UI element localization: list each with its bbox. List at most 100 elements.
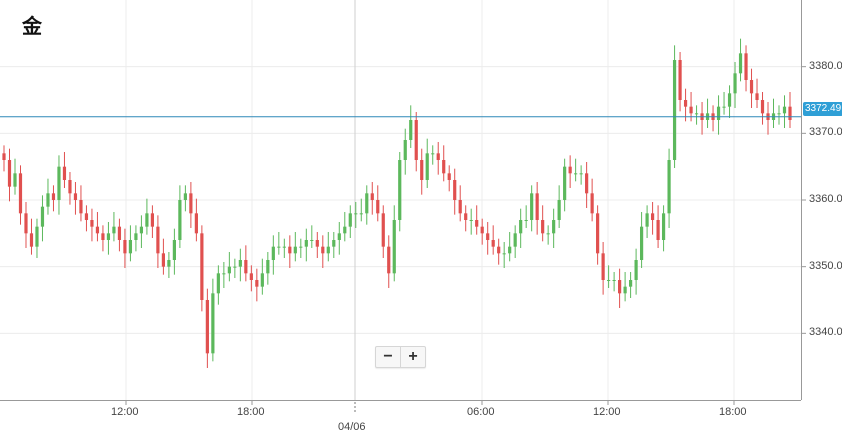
- candle-body: [183, 193, 187, 200]
- zoom-in-button[interactable]: +: [400, 347, 425, 367]
- candle-body: [332, 240, 336, 247]
- candle-body: [689, 106, 693, 114]
- date-marker-label: 04/06: [338, 421, 366, 433]
- candle-body: [634, 260, 638, 280]
- candle-body: [596, 213, 600, 254]
- candle-body: [299, 246, 303, 248]
- candle-body: [35, 226, 39, 247]
- candle-body: [40, 206, 45, 227]
- candle-body: [249, 273, 253, 280]
- candle-body: [661, 213, 666, 240]
- candle-body: [552, 220, 556, 234]
- candle-body: [480, 226, 484, 234]
- candle-body: [788, 106, 792, 120]
- candle-body: [101, 233, 105, 240]
- candle-body: [266, 260, 270, 274]
- candle-body: [694, 113, 699, 115]
- y-tick-label: 3370.00: [809, 126, 842, 139]
- candle-body: [716, 106, 721, 120]
- candle-body: [24, 213, 28, 234]
- candle-body: [167, 260, 171, 267]
- candle-body: [535, 193, 539, 220]
- candle-body: [304, 240, 308, 247]
- candle-body: [293, 246, 297, 254]
- candle-body: [381, 213, 385, 247]
- candle-body: [117, 226, 122, 240]
- candle-body: [727, 93, 732, 107]
- candle-body: [667, 160, 671, 214]
- candle-body: [738, 53, 743, 74]
- candle-body: [112, 226, 116, 234]
- candle-body: [282, 246, 286, 248]
- candle-body: [29, 233, 34, 247]
- candle-body: [244, 260, 248, 274]
- candle-body: [57, 166, 61, 200]
- candle-body: [189, 193, 193, 214]
- candle-body: [475, 220, 479, 227]
- candle-body: [18, 173, 23, 214]
- candle-body: [139, 226, 144, 234]
- candle-body: [337, 233, 341, 240]
- candle-body: [755, 93, 759, 100]
- candle-body: [502, 253, 506, 255]
- candle-body: [453, 180, 457, 200]
- candle-body: [145, 213, 149, 227]
- candle-body: [227, 266, 231, 274]
- chart-title: 金: [22, 16, 42, 38]
- candle-body: [546, 233, 550, 235]
- candle-body: [200, 233, 204, 300]
- candle-body: [233, 266, 237, 268]
- candle-body: [650, 213, 655, 220]
- candle-body: [431, 153, 435, 155]
- candle-body: [156, 226, 160, 254]
- candle-body: [579, 173, 583, 175]
- candle-body: [95, 226, 100, 234]
- candle-body: [683, 100, 688, 107]
- candle-body: [161, 253, 165, 267]
- current-price-tag: 3372.49: [803, 102, 842, 116]
- candle-body: [678, 60, 682, 100]
- candle-body: [310, 240, 314, 241]
- candle-body: [447, 173, 451, 180]
- candle-body: [568, 166, 572, 174]
- candle-body: [238, 260, 242, 267]
- candle-body: [486, 233, 490, 240]
- y-tick-label: 3380.00: [809, 59, 842, 72]
- candle-body: [359, 213, 363, 215]
- candle-body: [563, 166, 567, 200]
- candle-body: [326, 246, 330, 254]
- candle-body: [497, 246, 501, 254]
- x-tick-label: 12:00: [111, 406, 139, 418]
- x-tick-label: 18:00: [237, 406, 265, 418]
- candle-body: [524, 220, 528, 221]
- candle-body: [128, 240, 133, 254]
- candle-body: [73, 193, 78, 200]
- candle-body: [387, 246, 391, 274]
- candle-body: [491, 240, 495, 247]
- candle-body: [513, 233, 517, 247]
- x-tick-label: 12:00: [593, 406, 621, 418]
- candle-body: [618, 280, 622, 294]
- candle-body: [414, 120, 418, 160]
- candle-body: [90, 220, 94, 227]
- candle-body: [370, 193, 374, 200]
- candle-body: [123, 240, 127, 254]
- y-tick-label: 3350.00: [809, 259, 842, 272]
- y-tick-label: 3360.00: [809, 193, 842, 205]
- candle-body: [590, 193, 594, 214]
- candle-body: [354, 213, 358, 215]
- candle-body: [271, 246, 275, 260]
- zoom-controls: − +: [375, 346, 426, 368]
- candle-body: [321, 246, 325, 254]
- candle-body: [255, 280, 259, 287]
- candle-body: [612, 280, 616, 281]
- candle-body: [469, 220, 473, 221]
- zoom-out-button[interactable]: −: [383, 348, 393, 365]
- candle-body: [733, 73, 737, 94]
- x-tick-label: 18:00: [719, 406, 747, 418]
- candle-body: [403, 140, 407, 160]
- candle-body: [782, 106, 787, 114]
- candle-body: [348, 213, 352, 227]
